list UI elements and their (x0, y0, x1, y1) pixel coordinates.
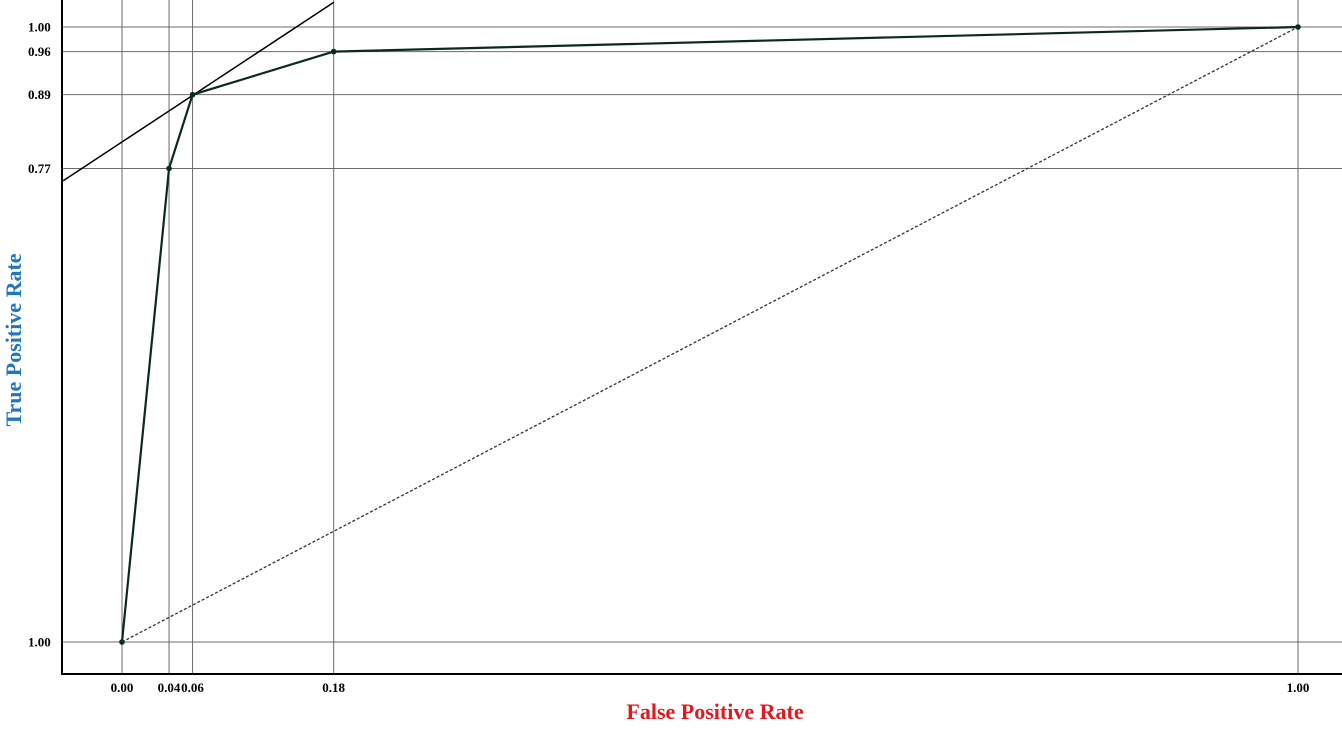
tick-labels: 0.00 0.04 0.06 0.18 1.00 1.00 0.77 0.89 0.96 1.00 (28, 20, 1309, 696)
series-group (62, 1, 1301, 645)
x-tick-label: 0.18 (322, 680, 345, 695)
roc-point (330, 48, 337, 55)
diagonal-reference-line (121, 26, 1299, 643)
roc-point (166, 165, 172, 172)
x-tick-label: 0.06 (181, 680, 204, 695)
axes (61, 0, 1342, 675)
roc-point (189, 91, 196, 98)
y-axis-label: True Positive Rate (1, 253, 26, 426)
grid-lines (62, 0, 1342, 674)
x-tick-label: 0.04 (158, 680, 181, 695)
roc-curve-line (120, 25, 1299, 643)
y-tick-label: 1.00 (28, 635, 51, 650)
y-tick-label: 0.96 (28, 44, 51, 59)
tangent-line (62, 1, 335, 182)
x-tick-label: 0.00 (111, 680, 134, 695)
y-tick-label: 1.00 (28, 20, 51, 35)
y-tick-label: 0.89 (28, 87, 51, 102)
x-axis-label: False Positive Rate (626, 699, 803, 724)
y-tick-label: 0.77 (28, 161, 51, 176)
x-tick-label: 1.00 (1287, 680, 1310, 695)
